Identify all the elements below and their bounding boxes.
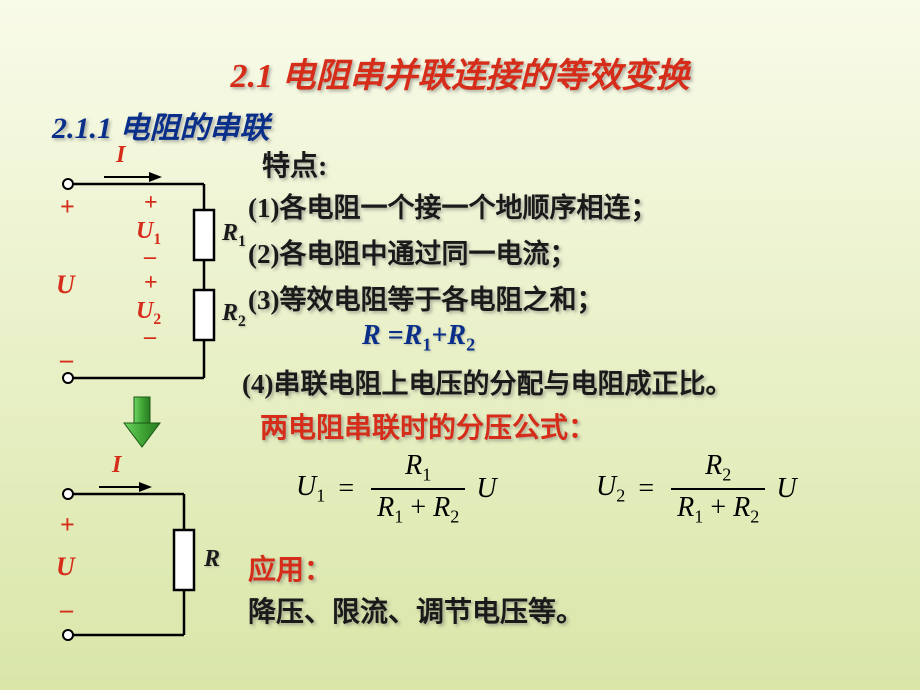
down-arrow-icon <box>122 395 162 456</box>
feature-3: (3)等效电阻等于各电阻之和； <box>248 278 603 317</box>
terminal-minus-bottom: – <box>60 595 73 625</box>
voltage-u-bottom: U <box>56 552 75 582</box>
series-circuit-diagram: I + U – + U1 – + U2 – R1 R2 <box>54 150 254 400</box>
section-title: 2.1 电阻串并联连接的等效变换 <box>0 0 920 97</box>
current-label-i-bottom: I <box>112 452 121 479</box>
formula-u1: U1 = R1 R1 + R2 U <box>296 450 497 527</box>
terminal-minus-left: – <box>60 345 73 375</box>
r2-label: R2 <box>222 300 246 331</box>
divider-formula-label: 两电阻串联时的分压公式： <box>260 406 596 446</box>
application-label: 应用： <box>248 548 332 588</box>
current-label-i: I <box>116 142 125 169</box>
r1-label: R1 <box>222 220 246 251</box>
terminal-plus-left: + <box>60 192 75 222</box>
u2-minus: – <box>144 324 156 351</box>
equivalent-circuit-diagram: I + U – R <box>54 460 234 660</box>
features-label: 特点: <box>262 144 327 184</box>
u2-plus: + <box>144 270 158 297</box>
voltage-u-label: U <box>56 270 75 300</box>
formula-u2: U2 = R2 R1 + R2 U <box>596 450 797 527</box>
r-label-bottom: R <box>204 546 220 573</box>
feature-4: (4)串联电阻上电压的分配与电阻成正比。 <box>242 362 732 401</box>
feature-2: (2)各电阻中通过同一电流； <box>248 232 576 271</box>
equation-total-resistance: R =R1+R2 <box>362 320 475 356</box>
application-text: 降压、限流、调节电压等。 <box>248 590 584 630</box>
feature-1: (1)各电阻一个接一个地顺序相连； <box>248 186 657 225</box>
u1-minus: – <box>144 244 156 271</box>
subsection-title: 2.1.1 电阻的串联 <box>0 103 920 147</box>
terminal-plus-bottom: + <box>60 510 75 540</box>
u1-plus: + <box>144 190 158 217</box>
